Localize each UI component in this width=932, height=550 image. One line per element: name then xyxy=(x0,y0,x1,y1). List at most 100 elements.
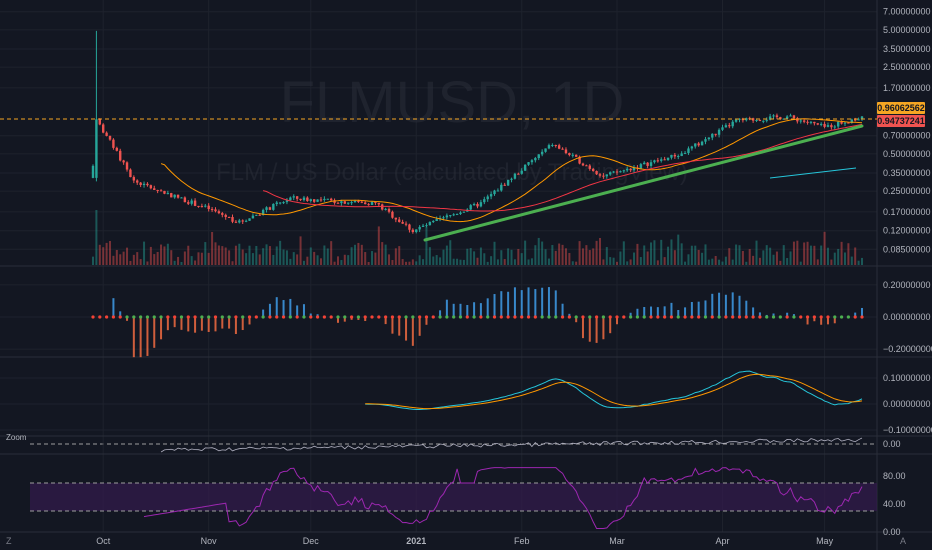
oscillator-dot xyxy=(472,315,476,319)
candle-body xyxy=(258,214,261,216)
macd-lines xyxy=(365,370,863,410)
oscillator-dot xyxy=(179,315,184,319)
grid xyxy=(0,0,877,532)
volume-bar xyxy=(609,257,612,265)
volume-bar xyxy=(405,261,408,265)
volume-bar xyxy=(650,242,653,265)
volume-bar xyxy=(530,258,533,265)
volume-bar xyxy=(381,242,384,265)
oscillator-dot xyxy=(309,315,313,319)
volume-bar xyxy=(663,257,666,265)
oscillator-bar xyxy=(336,317,339,323)
candle-body xyxy=(643,162,646,165)
pane-label-zoom: Zoom xyxy=(6,433,27,442)
volume-bar xyxy=(741,250,744,265)
volume-bar xyxy=(714,255,717,265)
candle-body xyxy=(806,121,809,123)
volume-bar xyxy=(357,242,360,265)
volume-bar xyxy=(755,240,758,265)
volume-bar xyxy=(415,261,418,265)
volume-bar xyxy=(847,243,850,265)
candle-body xyxy=(802,120,806,122)
volume-bar xyxy=(445,245,448,265)
time-axis[interactable]: Oct Nov Dec 2021 Feb Mar Apr May xyxy=(96,536,833,546)
candle-body xyxy=(571,154,574,156)
candle-body xyxy=(370,201,374,205)
candle-body xyxy=(711,133,714,138)
price-axis-tick-9: 0.17000000 xyxy=(883,207,931,217)
candle-body xyxy=(755,119,758,121)
candle-body xyxy=(415,229,418,233)
oscillator-dot xyxy=(520,315,524,319)
candle-body xyxy=(670,154,673,158)
price-axis[interactable]: 7.00000000 5.00000000 3.50000000 2.50000000… xyxy=(883,7,932,537)
candle-body xyxy=(836,121,840,127)
candle-body xyxy=(656,160,660,162)
oscillator-bar xyxy=(214,317,217,332)
volume-bar xyxy=(843,252,846,265)
candle-body xyxy=(163,190,166,194)
volume-bar xyxy=(367,261,370,265)
oscillator-dot xyxy=(710,315,714,319)
oscillator-dot xyxy=(703,315,708,319)
volume-bar xyxy=(224,247,227,265)
candle-body xyxy=(207,205,210,210)
price-badges: 0.96062562 0.94737241 xyxy=(877,102,925,127)
candle-body xyxy=(381,204,384,210)
candle-body xyxy=(295,196,299,199)
oscillator-bar xyxy=(609,317,612,334)
candle-body xyxy=(442,217,445,219)
oscillator-dot xyxy=(193,315,197,319)
volume-bar xyxy=(449,240,452,265)
timezone-icon[interactable]: Z xyxy=(6,536,12,546)
oscillator-bar xyxy=(833,317,836,324)
candle-body xyxy=(619,171,622,173)
volume-bar xyxy=(231,261,234,265)
volume-bar xyxy=(837,248,840,265)
oscillator-dot xyxy=(751,315,755,319)
candle-body xyxy=(364,202,367,205)
oscillator-dot xyxy=(105,315,109,319)
volume-bar xyxy=(690,245,693,265)
candle-body xyxy=(530,160,534,163)
oscillator-dot xyxy=(315,315,320,319)
volume-bar xyxy=(782,245,785,265)
zoom-axis-tick-0: 0.00 xyxy=(883,439,901,449)
macd-line xyxy=(365,370,863,410)
volume-bar xyxy=(319,258,322,265)
volume-bar xyxy=(809,245,812,265)
oscillator-bar xyxy=(479,303,482,317)
oscillator-dot xyxy=(819,315,823,319)
candle-body xyxy=(272,203,275,210)
volume-bar xyxy=(598,237,601,265)
auto-scale-icon[interactable]: A xyxy=(900,536,906,546)
candle-body xyxy=(394,217,398,220)
candlesticks xyxy=(91,30,864,234)
candle-body xyxy=(115,147,119,151)
volume-bar xyxy=(394,248,397,265)
candle-body xyxy=(500,184,503,191)
oscillator-dot xyxy=(322,315,326,319)
oscillator-bar xyxy=(173,317,176,328)
candle-body xyxy=(595,171,598,175)
candle-body xyxy=(551,145,554,147)
oscillator-bar xyxy=(194,317,197,333)
volume-bar xyxy=(126,247,129,265)
candle-body xyxy=(401,221,404,224)
candle-body xyxy=(561,148,564,150)
volume-bar xyxy=(544,249,547,265)
price-axis-tick-6: 0.50000000 xyxy=(883,149,931,159)
candle-body xyxy=(598,174,602,176)
candle-body xyxy=(799,120,802,122)
oscillator-dot xyxy=(465,315,469,319)
oscillator-dot xyxy=(329,315,333,319)
volume-bar xyxy=(248,245,251,265)
candle-body xyxy=(238,220,241,223)
candle-body xyxy=(707,137,711,140)
candle-body xyxy=(275,202,278,204)
volume-bar xyxy=(537,237,540,265)
oscillator-bar xyxy=(527,287,530,317)
oscillator-bar xyxy=(704,300,707,317)
trendline[interactable] xyxy=(423,124,864,242)
